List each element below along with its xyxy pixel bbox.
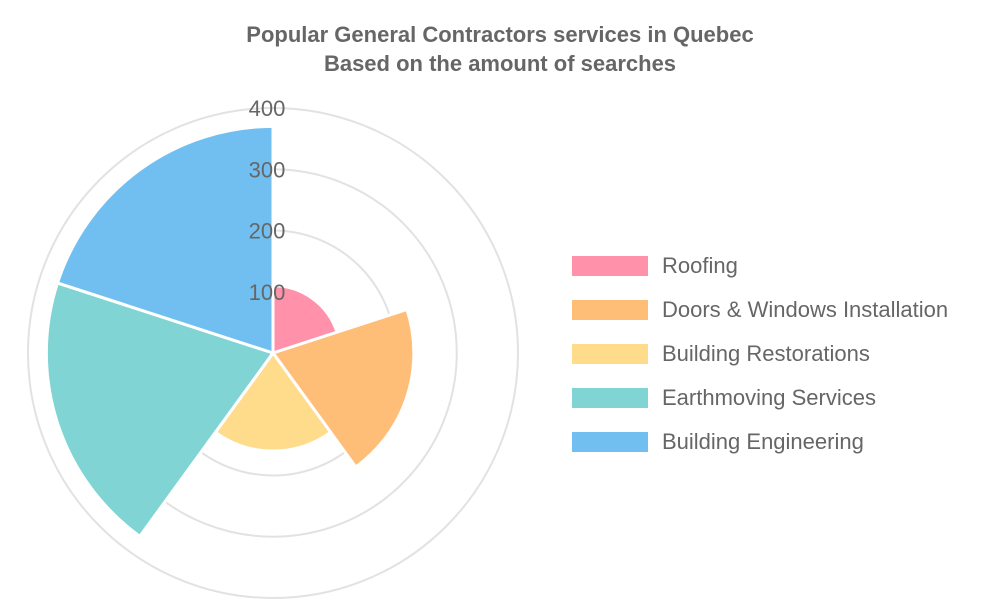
sector-earthmoving-services[interactable] [44, 281, 275, 538]
tick-label-300: 300 [249, 157, 286, 182]
legend-item-earthmoving-services[interactable]: Earthmoving Services [572, 376, 948, 420]
chart-title: Popular General Contractors services in … [0, 20, 1000, 78]
legend-label: Roofing [662, 253, 738, 278]
sector-building-restorations[interactable] [213, 351, 333, 453]
legend-label: Doors & Windows Installation [662, 297, 949, 322]
legend-label: Earthmoving Services [662, 385, 876, 410]
sector-building-engineering[interactable] [55, 124, 275, 355]
legend-swatch [572, 432, 648, 452]
tick-label-200: 200 [249, 219, 286, 244]
legend-item-doors-windows-installation[interactable]: Doors & Windows Installation [572, 288, 948, 332]
legend-item-roofing[interactable]: Roofing [572, 244, 948, 288]
radial-ticks: 100 200 300 400 [249, 96, 286, 305]
chart-title-line-1: Popular General Contractors services in … [246, 22, 754, 47]
legend-item-building-restorations[interactable]: Building Restorations [572, 332, 948, 376]
sector-doors-windows-installation[interactable] [271, 307, 416, 469]
legend-swatch [572, 388, 648, 408]
legend-swatch [572, 344, 648, 364]
legend-label: Building Engineering [662, 429, 864, 454]
legend-swatch [572, 256, 648, 276]
tick-label-400: 400 [249, 96, 286, 121]
tick-label-100: 100 [249, 280, 286, 305]
grid-circle-400 [27, 107, 519, 599]
sectors [44, 124, 416, 538]
legend-swatch [572, 300, 648, 320]
legend: Roofing Doors & Windows Installation Build… [572, 244, 948, 464]
legend-label: Building Restorations [662, 341, 870, 366]
legend-item-building-engineering[interactable]: Building Engineering [572, 420, 948, 464]
chart-title-line-2: Based on the amount of searches [323, 51, 677, 76]
